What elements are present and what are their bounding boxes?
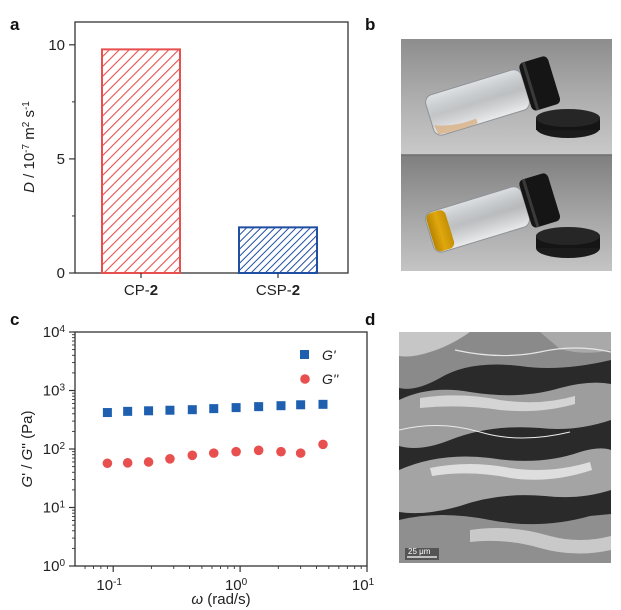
panel-label-a: a [10,15,20,34]
y-tick-label: 10 [48,37,65,54]
point-g-prime [144,406,154,416]
y-tick-label: 102 [43,441,66,459]
x-axis: CP-2 CSP-2 [124,273,300,299]
y-tick-label: 101 [43,499,66,517]
legend: G' G'' [300,347,340,387]
vial-inversion-photo [401,39,612,271]
x-axis: 10-1 100 101 [84,566,375,595]
y-tick-label: 5 [57,151,65,168]
vial-bottom [425,173,561,253]
point-g-prime [123,406,133,416]
bars [101,48,318,274]
y-tick-label: 0 [57,265,65,282]
data-points [102,399,328,469]
sem-micrograph: 25 μm [399,332,611,563]
point-g-double-prime [187,450,198,461]
x-tick-label: CSP-2 [256,282,300,299]
point-g-double-prime [318,439,328,450]
bar-cp-2 [101,48,181,274]
panel-label-b: b [365,15,375,34]
point-g-prime [102,408,112,418]
scatter-chart-rheology: 100 101 102 103 104 10-1 100 101 G' G'' G' / G'… [19,324,375,609]
point-g-prime [276,401,286,411]
y-axis-label: D / 10-7 m2 s-1 [21,101,39,193]
panel-label-d: d [365,310,375,329]
point-g-prime [165,405,175,415]
y-axis: 0 5 10 [48,37,75,282]
panel-label-c: c [10,310,19,329]
bar-csp-2 [238,226,318,274]
legend-marker-g-double-prime [300,374,310,384]
point-g-prime [187,405,197,415]
point-g-prime [209,404,219,414]
y-tick-label: 100 [43,558,66,576]
scale-bar-label: 25 μm [408,547,431,556]
point-g-double-prime [143,457,154,467]
x-axis-label: ω (rad/s) [191,591,250,608]
point-g-double-prime [276,446,286,457]
point-g-double-prime [208,448,219,458]
x-tick-label: 10-1 [96,577,122,595]
point-g-double-prime [122,458,133,468]
x-tick-label: 101 [352,577,375,595]
y-tick-label: 103 [43,382,66,400]
point-g-prime [296,400,306,410]
point-g-double-prime [165,453,175,464]
x-tick-label: CP-2 [124,282,158,299]
point-g-prime [254,402,264,412]
y-axis: 100 101 102 103 104 [43,324,75,576]
point-g-prime [318,399,328,409]
legend-label-g-double-prime: G'' [322,371,340,387]
y-axis-label: G' / G'' (Pa) [19,411,36,488]
point-g-double-prime [253,445,264,456]
x-tick-label: 100 [225,577,248,595]
point-g-prime [231,403,241,413]
bar-chart-diffusion: 0 5 10 CP-2 CSP-2 D / 10-7 m2 s-1 [21,21,349,299]
point-g-double-prime [295,448,306,458]
y-tick-label: 104 [43,324,66,342]
point-g-double-prime [102,458,113,469]
legend-label-g-prime: G' [322,347,337,363]
legend-marker-g-prime [300,350,309,359]
plot-frame [74,21,349,274]
point-g-double-prime [231,446,241,457]
vial-top [425,56,561,136]
